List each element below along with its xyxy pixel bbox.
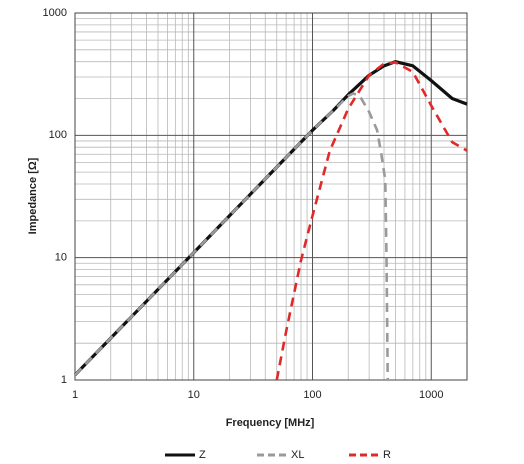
line-series bbox=[275, 61, 468, 381]
x-tick-label: 1 bbox=[72, 389, 78, 401]
y-tick-label: 10 bbox=[55, 252, 67, 264]
y-tick-label: 1 bbox=[61, 374, 67, 386]
y-tick-label: 100 bbox=[49, 129, 67, 141]
plot-frame bbox=[74, 12, 468, 381]
legend-label: Z bbox=[199, 449, 206, 461]
line-series bbox=[74, 92, 390, 381]
legend-label: R bbox=[383, 449, 391, 461]
x-tick-label: 1000 bbox=[419, 389, 443, 401]
y-axis-title: Impedance [Ω] bbox=[27, 157, 39, 234]
legend-label: XL bbox=[291, 449, 304, 461]
x-axis-title: Frequency [MHz] bbox=[226, 417, 315, 429]
y-tick-label: 1000 bbox=[43, 7, 67, 19]
x-tick-label: 100 bbox=[303, 389, 321, 401]
line-series bbox=[73, 60, 468, 377]
x-tick-label: 10 bbox=[188, 389, 200, 401]
